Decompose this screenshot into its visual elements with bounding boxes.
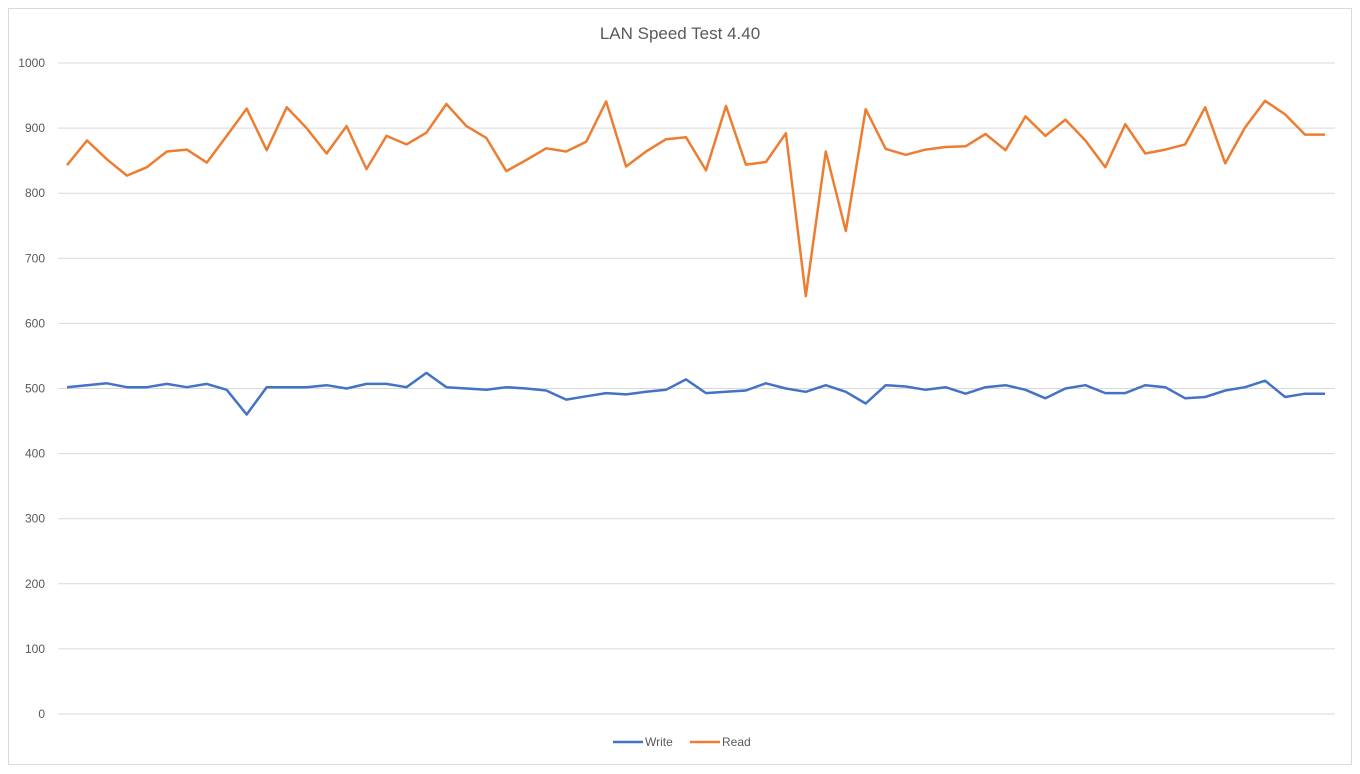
y-tick-label-600: 600 <box>25 316 45 330</box>
y-tick-label-200: 200 <box>25 577 45 591</box>
series-lines <box>66 99 1325 416</box>
gridlines <box>58 62 1335 715</box>
line-chart: LAN Speed Test 4.40 0 100 200 300 400 500 600 7… <box>18 24 1335 749</box>
series-line-write <box>66 371 1325 416</box>
chart-title: LAN Speed Test 4.40 <box>600 24 760 43</box>
y-tick-label-500: 500 <box>25 382 45 396</box>
y-tick-label-100: 100 <box>25 642 45 656</box>
y-tick-label-1000: 1000 <box>18 56 45 70</box>
series-line-read <box>66 99 1325 298</box>
legend-label-write: Write <box>645 735 673 749</box>
y-tick-label-0: 0 <box>38 707 45 721</box>
y-tick-label-900: 900 <box>25 121 45 135</box>
chart-frame: LAN Speed Test 4.40 0 100 200 300 400 500 600 7… <box>8 8 1352 765</box>
y-tick-label-400: 400 <box>25 447 45 461</box>
legend: Write Read <box>613 735 751 749</box>
legend-label-read: Read <box>722 735 751 749</box>
y-tick-label-300: 300 <box>25 512 45 526</box>
y-tick-label-800: 800 <box>25 186 45 200</box>
y-axis-ticks: 0 100 200 300 400 500 600 700 800 900 1000 <box>18 56 45 721</box>
y-tick-label-700: 700 <box>25 251 45 265</box>
